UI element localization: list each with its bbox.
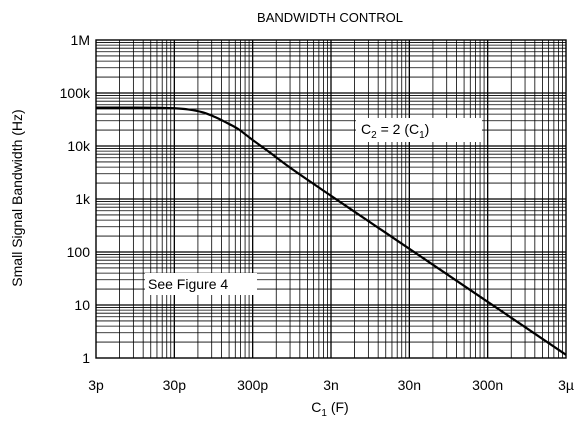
y-axis-label: Small Signal Bandwidth (Hz): [9, 109, 25, 286]
y-tick-label: 100: [67, 244, 91, 260]
y-tick-label: 10k: [67, 138, 91, 154]
y-tick-label: 100k: [60, 85, 91, 101]
formula-annotation-bg: [356, 118, 482, 142]
x-axis-label: C1 (F): [311, 399, 348, 419]
y-tick-label: 1: [82, 350, 90, 366]
see-figure-annotation-bg: [145, 273, 257, 295]
formula-annotation: C2 = 2 (C1): [361, 121, 429, 141]
y-tick-label: 10: [74, 297, 90, 313]
x-tick-label: 30n: [398, 377, 421, 393]
x-tick-labels: 3p 30p 300p 3n 30n 300n 3µ: [88, 377, 574, 393]
series-group: [95, 106, 567, 356]
x-tick-label: 3p: [88, 377, 104, 393]
grid: [96, 40, 566, 358]
bandwidth-curve: [95, 106, 567, 356]
x-tick-label: 30p: [163, 377, 187, 393]
plot-frame: [95, 39, 567, 359]
x-tick-label: 300p: [237, 377, 268, 393]
y-tick-label: 1k: [75, 191, 91, 207]
y-tick-label: 1M: [71, 32, 90, 48]
y-tick-labels: 1 10 100 1k 10k 100k 1M: [60, 32, 91, 366]
x-tick-label: 300n: [472, 377, 503, 393]
x-tick-label: 3n: [323, 377, 339, 393]
x-tick-label: 3µ: [558, 377, 574, 393]
chart-title: BANDWIDTH CONTROL: [257, 10, 403, 25]
see-figure-annotation: See Figure 4: [148, 276, 228, 292]
